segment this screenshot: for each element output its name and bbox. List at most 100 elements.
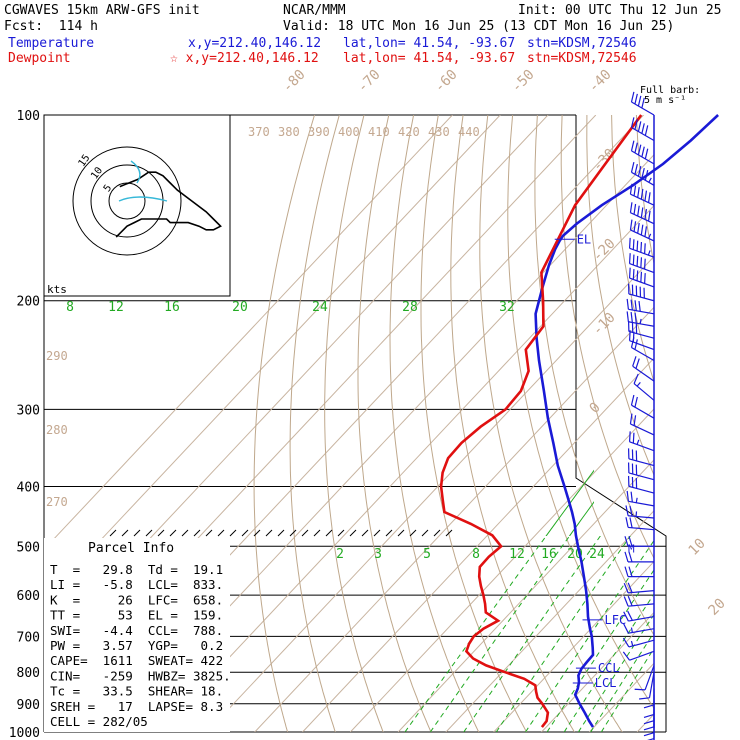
barb-flag xyxy=(644,209,648,220)
isotherm-line xyxy=(541,611,654,732)
barb-flag xyxy=(624,566,629,577)
barb-flag xyxy=(622,651,631,661)
wind-barb xyxy=(632,356,655,382)
mixing-ratio-label-lower: 3 xyxy=(374,547,382,562)
barb-flag xyxy=(637,166,642,177)
barb-flag xyxy=(644,170,649,181)
hatch-mark xyxy=(385,529,393,537)
mixing-ratio-label: 20 xyxy=(232,300,248,315)
forecast-hour: Fcst: 114 h xyxy=(4,19,98,34)
barb-staff xyxy=(630,193,655,206)
barb-flag xyxy=(643,726,655,731)
theta-label: 380 xyxy=(278,125,300,139)
barb-flag xyxy=(641,168,645,179)
isotherm-line xyxy=(158,204,654,732)
theta-label: 410 xyxy=(368,125,390,139)
barb-staff xyxy=(631,404,655,419)
wind-barb xyxy=(624,536,654,547)
barb-staff xyxy=(632,365,655,382)
barb-flag xyxy=(630,162,635,173)
barb-flag xyxy=(633,203,637,215)
mixing-ratio-label-lower: 8 xyxy=(472,547,480,562)
wind-barb xyxy=(627,321,655,339)
barb-flag xyxy=(637,121,642,132)
barb-flag xyxy=(626,298,629,310)
hatch-mark xyxy=(253,529,261,537)
barb-flag xyxy=(636,240,639,252)
temperature-legend: Temperature xyxy=(8,36,95,51)
wind-barb xyxy=(629,183,655,206)
hodograph-ring xyxy=(90,164,164,238)
hatch-mark xyxy=(301,529,309,537)
pressure-tick-label: 700 xyxy=(17,630,40,645)
barb-scale-label-1: Full barb: xyxy=(640,85,701,96)
barb-staff xyxy=(629,340,655,351)
barb-flag xyxy=(634,164,638,175)
barb-flag xyxy=(628,566,633,577)
barb-staff xyxy=(631,347,655,362)
parcel-row: CIN= -259 HWBZ= 3825. xyxy=(50,668,231,683)
barb-staff xyxy=(628,628,655,634)
mixing-ratio-label-lower: 16 xyxy=(541,547,557,562)
isotherm-label: -40 xyxy=(586,67,615,96)
barb-flag xyxy=(634,339,638,350)
dewpoint-latlon: lat,lon= 41.54, -93.67 xyxy=(343,51,516,66)
barb-flag xyxy=(647,192,651,203)
parcel-row: PW = 3.57 YGP= 0.2 xyxy=(50,638,223,653)
barb-flag xyxy=(622,637,630,648)
wind-barb xyxy=(627,475,655,494)
barb-staff xyxy=(630,212,655,225)
parcel-row: CELL = 282/05 xyxy=(50,714,148,729)
barb-flag xyxy=(641,146,645,157)
barb-flag xyxy=(637,222,640,234)
hatch-mark xyxy=(121,529,129,537)
sounding-traces xyxy=(439,114,719,728)
hodograph-ring-label: 5 xyxy=(102,183,114,194)
pressure-tick-label: 400 xyxy=(17,480,40,495)
mixing-ratio-label-lower: 12 xyxy=(509,547,525,562)
parcel-row: T = 29.8 Td = 19.1 xyxy=(50,562,223,577)
dry-adiabat-line xyxy=(289,115,340,732)
barb-half-flag xyxy=(648,233,652,239)
temperature-trace xyxy=(534,114,719,728)
barb-flag xyxy=(637,187,640,198)
wind-barb xyxy=(643,688,655,719)
barb-flag xyxy=(633,373,639,384)
barb-staff xyxy=(628,458,655,467)
barb-staff xyxy=(628,590,655,594)
wind-barb xyxy=(630,140,655,165)
hodograph-storm-motion xyxy=(118,196,168,202)
barb-staff xyxy=(631,171,655,186)
mixing-ratio-label-lower: 2 xyxy=(336,547,344,562)
dry-adiabat-line xyxy=(324,115,384,732)
parcel-info-table: Parcel Info T = 29.8 Td = 19.1LI = -5.8 L… xyxy=(44,538,231,732)
model-title: CGWAVES 15km ARW-GFS init xyxy=(4,3,200,18)
parcel-row: CAPE= 1611 SWEAT= 422 xyxy=(50,653,223,668)
wind-barb xyxy=(629,413,655,436)
isotherm-label: 10 xyxy=(686,536,709,559)
barb-flag xyxy=(634,93,638,105)
wind-barb xyxy=(628,267,655,288)
dry-adiabat-line xyxy=(661,115,740,740)
org-label: NCAR/MMM xyxy=(283,3,346,18)
parcel-title: Parcel Info xyxy=(88,541,174,556)
barb-flag xyxy=(623,611,629,622)
barb-flag xyxy=(636,270,639,281)
wind-barb xyxy=(623,610,655,622)
barb-flag xyxy=(634,396,638,408)
isotherm-label: -80 xyxy=(280,67,309,96)
barb-flag xyxy=(629,413,633,425)
barb-flag xyxy=(624,551,629,563)
barb-half-flag xyxy=(636,439,640,445)
wind-barb xyxy=(622,650,655,661)
isotherm-line xyxy=(350,408,654,732)
barb-flag xyxy=(629,219,633,231)
mixing-ratio-label: 32 xyxy=(499,300,515,315)
barb-staff xyxy=(631,127,655,142)
barb-flag xyxy=(641,97,645,109)
barb-flag xyxy=(638,300,641,312)
barb-staff xyxy=(628,603,655,607)
wind-barb xyxy=(629,219,655,242)
barb-flag xyxy=(627,595,633,607)
